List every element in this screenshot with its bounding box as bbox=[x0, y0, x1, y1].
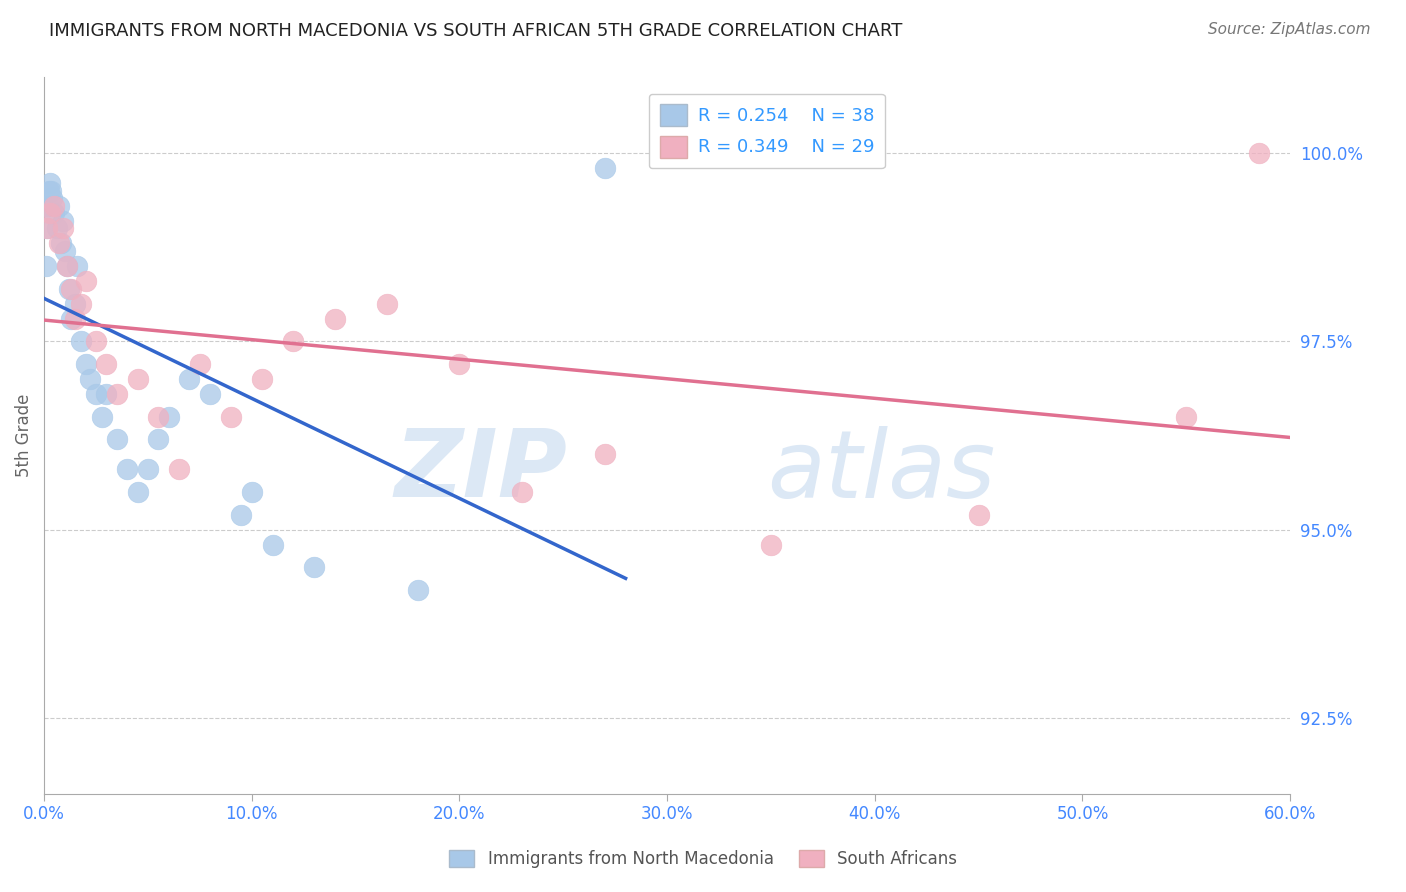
Point bbox=[759, 538, 782, 552]
Point bbox=[56, 259, 79, 273]
Point bbox=[56, 259, 79, 273]
Text: Source: ZipAtlas.com: Source: ZipAtlas.com bbox=[1208, 22, 1371, 37]
Point bbox=[39, 206, 62, 220]
Legend: Immigrants from North Macedonia, South Africans: Immigrants from North Macedonia, South A… bbox=[443, 843, 963, 875]
Point bbox=[1247, 145, 1270, 160]
Point bbox=[70, 334, 93, 349]
Point bbox=[148, 409, 170, 424]
Point bbox=[105, 387, 128, 401]
Point bbox=[302, 560, 325, 574]
Text: atlas: atlas bbox=[766, 425, 995, 516]
Y-axis label: 5th Grade: 5th Grade bbox=[15, 394, 32, 477]
Point bbox=[38, 184, 60, 198]
Point bbox=[250, 372, 273, 386]
Point bbox=[45, 221, 67, 235]
Point bbox=[593, 161, 616, 175]
Point bbox=[231, 508, 253, 522]
Point bbox=[70, 296, 93, 310]
Point bbox=[41, 184, 63, 198]
Point bbox=[406, 583, 429, 598]
Point bbox=[84, 334, 107, 349]
Point bbox=[53, 244, 76, 258]
Point bbox=[200, 387, 222, 401]
Point bbox=[283, 334, 305, 349]
Point bbox=[49, 236, 72, 251]
Point bbox=[593, 447, 616, 461]
Point bbox=[262, 538, 284, 552]
Point bbox=[37, 199, 59, 213]
Point bbox=[127, 485, 149, 500]
Point bbox=[96, 357, 118, 371]
Point bbox=[136, 462, 159, 476]
Point bbox=[179, 372, 201, 386]
Point bbox=[39, 176, 62, 190]
Point bbox=[105, 433, 128, 447]
Text: IMMIGRANTS FROM NORTH MACEDONIA VS SOUTH AFRICAN 5TH GRADE CORRELATION CHART: IMMIGRANTS FROM NORTH MACEDONIA VS SOUTH… bbox=[49, 22, 903, 40]
Point bbox=[91, 409, 114, 424]
Point bbox=[148, 433, 170, 447]
Point bbox=[60, 281, 83, 295]
Point bbox=[79, 372, 101, 386]
Point bbox=[115, 462, 138, 476]
Point bbox=[75, 274, 97, 288]
Point bbox=[60, 311, 83, 326]
Point bbox=[127, 372, 149, 386]
Point bbox=[188, 357, 211, 371]
Point bbox=[37, 221, 59, 235]
Legend: R = 0.254    N = 38, R = 0.349    N = 29: R = 0.254 N = 38, R = 0.349 N = 29 bbox=[648, 94, 884, 169]
Point bbox=[37, 221, 59, 235]
Point bbox=[375, 296, 398, 310]
Point bbox=[58, 281, 80, 295]
Point bbox=[219, 409, 242, 424]
Point bbox=[96, 387, 118, 401]
Point bbox=[35, 259, 58, 273]
Point bbox=[52, 213, 75, 227]
Text: ZIP: ZIP bbox=[395, 425, 568, 517]
Point bbox=[52, 221, 75, 235]
Point bbox=[44, 199, 66, 213]
Point bbox=[84, 387, 107, 401]
Point bbox=[449, 357, 471, 371]
Point bbox=[510, 485, 533, 500]
Point bbox=[48, 236, 70, 251]
Point bbox=[967, 508, 990, 522]
Point bbox=[323, 311, 346, 326]
Point bbox=[1175, 409, 1198, 424]
Point bbox=[48, 199, 70, 213]
Point bbox=[66, 259, 89, 273]
Point bbox=[41, 191, 63, 205]
Point bbox=[65, 296, 87, 310]
Point bbox=[240, 485, 263, 500]
Point bbox=[44, 206, 66, 220]
Point bbox=[75, 357, 97, 371]
Point bbox=[157, 409, 180, 424]
Point bbox=[167, 462, 190, 476]
Point bbox=[65, 311, 87, 326]
